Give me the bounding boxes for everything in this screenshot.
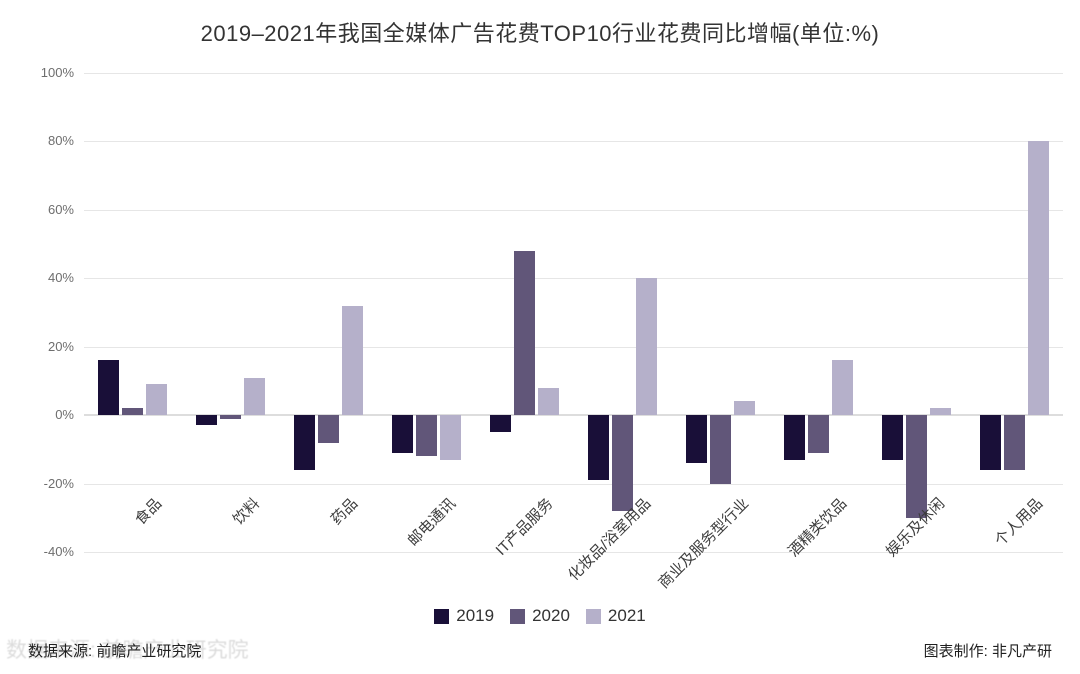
legend-item-2021: 2021 <box>585 606 646 626</box>
bar-2020-7 <box>709 415 731 484</box>
gridline-100pct <box>84 73 1063 74</box>
x-category-label-3: 药品 <box>327 495 361 529</box>
y-tick-label-20: 20% <box>47 338 74 354</box>
bar-2019-1 <box>98 360 120 416</box>
bar-2019-7 <box>685 415 707 464</box>
legend-swatch-2020 <box>510 608 526 624</box>
gridline--20pct <box>84 483 1063 485</box>
bar-group-2: 饮料 <box>182 73 280 552</box>
x-category-label-8: 酒精类饮品 <box>785 495 851 561</box>
x-category-label-4: 邮电通讯 <box>404 495 459 550</box>
legend-label-2019: 2019 <box>456 606 495 625</box>
bar-2019-4 <box>392 415 414 453</box>
gridline-20pct <box>84 346 1063 348</box>
bar-group-8: 酒精类饮品 <box>769 73 867 560</box>
plot-area: 100% 80% 60% 40% 20% 0% -20% -40% 食品 饮料 药品 邮电通讯 IT产… <box>41 65 1063 592</box>
bar-2019-2 <box>196 415 218 426</box>
bar-group-5: IT产品服务 <box>476 73 574 559</box>
bar-2019-8 <box>783 415 805 460</box>
x-category-label-6: 化妆品/浴室用品 <box>565 495 655 585</box>
bar-group-4: 邮电通讯 <box>378 73 476 552</box>
legend-label-2020: 2020 <box>532 606 570 625</box>
y-tick-label-80: 80% <box>47 133 74 149</box>
bar-2021-1 <box>146 384 168 416</box>
y-tick-label--40: -40% <box>43 544 74 559</box>
bar-2020-6 <box>611 415 633 511</box>
bar-2021-7 <box>733 401 755 416</box>
bar-group-1: 食品 <box>84 73 182 552</box>
bar-2019-5 <box>490 415 512 433</box>
x-category-label-10: 个人用品 <box>991 495 1047 550</box>
legend-item-2019: 2019 <box>434 606 494 626</box>
gridline-80pct <box>84 141 1063 143</box>
y-tick-label-40: 40% <box>47 270 74 286</box>
bar-group-10: 个人用品 <box>965 73 1063 552</box>
x-category-label-1: 食品 <box>131 495 166 529</box>
y-tick-label--20: -20% <box>43 475 74 491</box>
bar-2019-3 <box>294 415 316 470</box>
gridline-0pct <box>84 414 1063 417</box>
bar-2020-5 <box>514 250 536 416</box>
bar-2019-10 <box>979 415 1001 470</box>
bar-2020-10 <box>1003 415 1025 470</box>
bar-2021-9 <box>929 408 951 416</box>
bar-2019-9 <box>881 415 903 460</box>
bar-2021-2 <box>244 377 266 416</box>
bar-2021-10 <box>1027 141 1049 416</box>
legend-item-2020: 2020 <box>510 606 570 626</box>
legend-label-2021: 2021 <box>607 606 646 625</box>
bar-group-6: 化妆品/浴室用品 <box>565 73 672 584</box>
bar-2020-3 <box>318 415 340 443</box>
data-source-text: 数据来源: 前瞻产业研究院 <box>28 643 202 660</box>
bar-2020-4 <box>416 415 438 457</box>
bar-2020-2 <box>220 415 242 419</box>
bar-group-7: 商业及服务型行业 <box>656 73 769 592</box>
bar-2021-8 <box>831 360 853 416</box>
chart-credit-text: 图表制作: 非凡产研 <box>923 643 1052 660</box>
bar-2020-8 <box>807 415 829 453</box>
bar-2020-9 <box>905 415 927 518</box>
legend-swatch-2019 <box>434 608 450 624</box>
gridline-40pct <box>84 278 1063 280</box>
bar-2021-3 <box>342 305 364 416</box>
gridline--40pct <box>84 552 1063 553</box>
bar-2021-4 <box>440 415 462 460</box>
bar-2021-6 <box>635 278 657 416</box>
bar-2020-1 <box>122 408 144 416</box>
y-tick-label-100: 100% <box>40 65 74 80</box>
bar-2019-6 <box>587 415 609 481</box>
bar-2021-5 <box>538 387 560 416</box>
x-category-label-5: IT产品服务 <box>492 495 557 560</box>
y-tick-label-0: 0% <box>55 407 74 423</box>
legend: 2019 2020 2021 <box>0 606 1080 626</box>
x-category-label-2: 饮料 <box>229 495 263 529</box>
chart-title: 2019–2021年我国全媒体广告花费TOP10行业花费同比增幅(单位:%) <box>200 21 880 46</box>
legend-swatch-2021 <box>585 608 601 624</box>
bar-group-3: 药品 <box>280 73 378 552</box>
gridline-60pct <box>84 209 1063 211</box>
bar-group-9: 娱乐及休闲 <box>867 73 965 560</box>
y-tick-label-60: 60% <box>47 201 74 217</box>
